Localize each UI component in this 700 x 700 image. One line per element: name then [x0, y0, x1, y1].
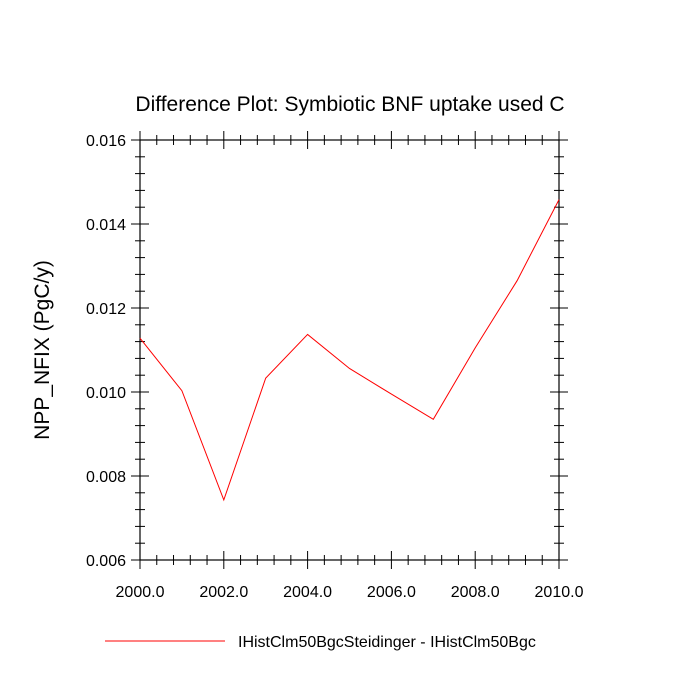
y-axis-label: NPP_NFIX (PgC/y): [31, 260, 54, 440]
y-tick-label: 0.014: [86, 217, 126, 234]
series-layer: [139, 199, 560, 502]
chart-title: Difference Plot: Symbiotic BNF uptake us…: [135, 93, 564, 116]
plot-frame: [139, 139, 560, 561]
x-axis: 2000.0 2002.0 2004.0 2006.0 2008.0 2010.0: [116, 131, 584, 601]
legend-label: IHistClm50BgcSteidinger - IHistClm50Bgc: [238, 634, 536, 651]
x-tick-label: 2000.0: [116, 584, 165, 601]
x-tick-label: 2008.0: [451, 584, 500, 601]
x-tick-label: 2002.0: [199, 584, 248, 601]
y-tick-label: 0.008: [86, 469, 126, 486]
x-tick-label: 2010.0: [535, 584, 584, 601]
y-tick-label: 0.016: [86, 133, 126, 150]
x-tick-label: 2006.0: [367, 584, 416, 601]
y-tick-label: 0.006: [86, 553, 126, 570]
y-axis: 0.006 0.008 0.010 0.012 0.014 0.016: [86, 133, 568, 570]
legend: IHistClm50BgcSteidinger - IHistClm50Bgc: [105, 634, 536, 651]
x-tick-label: 2004.0: [283, 584, 332, 601]
y-tick-label: 0.010: [86, 385, 126, 402]
series-line: [139, 199, 560, 502]
y-tick-label: 0.012: [86, 301, 126, 318]
